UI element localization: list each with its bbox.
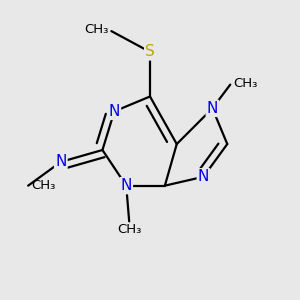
Text: N: N [207,101,218,116]
Text: CH₃: CH₃ [233,76,258,90]
Text: N: N [55,154,67,169]
Text: N: N [109,104,120,119]
Text: S: S [145,44,155,59]
Text: N: N [198,169,209,184]
Text: CH₃: CH₃ [117,223,141,236]
Text: CH₃: CH₃ [31,179,56,192]
Text: CH₃: CH₃ [84,23,108,36]
Text: N: N [121,178,132,193]
